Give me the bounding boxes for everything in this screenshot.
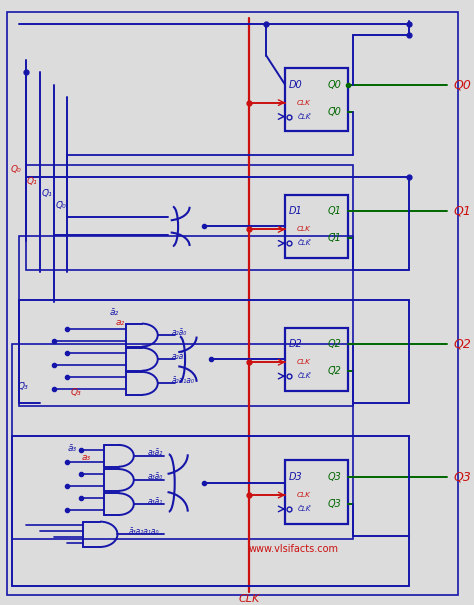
Text: C̄LK̄: C̄LK̄	[298, 373, 311, 379]
Text: D0: D0	[288, 79, 302, 90]
Text: Q̄2: Q̄2	[328, 366, 342, 376]
Text: a₃ā₁: a₃ā₁	[148, 497, 163, 506]
Text: Q̄0: Q̄0	[328, 106, 342, 117]
Text: CLK: CLK	[297, 226, 310, 232]
Text: a₃: a₃	[82, 453, 91, 462]
Bar	[285, 195, 348, 258]
Text: Q̄₁: Q̄₁	[41, 189, 52, 198]
Text: www.vlsifacts.com: www.vlsifacts.com	[248, 544, 338, 554]
Text: a₂: a₂	[116, 318, 125, 327]
Bar	[26, 165, 354, 270]
Text: Q3: Q3	[328, 472, 342, 482]
Text: CLK: CLK	[297, 359, 310, 365]
Text: Q0: Q0	[454, 78, 472, 91]
Text: C̄LK̄: C̄LK̄	[298, 114, 311, 120]
Text: Q̄1: Q̄1	[328, 234, 342, 243]
Text: D2: D2	[288, 339, 302, 349]
Text: Q̄₀: Q̄₀	[56, 201, 66, 210]
Text: a₃ā₀: a₃ā₀	[148, 473, 163, 482]
Text: C̄LK̄: C̄LK̄	[298, 240, 311, 246]
Text: Q1: Q1	[454, 205, 472, 218]
Text: ā₂a₁a₀: ā₂a₁a₀	[172, 376, 194, 385]
Text: Q1: Q1	[328, 206, 342, 217]
Bar	[18, 237, 354, 406]
Text: C̄LK̄: C̄LK̄	[298, 506, 311, 512]
Text: a₂ā₀: a₂ā₀	[172, 327, 187, 336]
Text: Q2: Q2	[454, 338, 472, 351]
Text: Q̄₃: Q̄₃	[17, 382, 28, 391]
Text: Q̄3: Q̄3	[328, 499, 342, 509]
Text: Q0: Q0	[328, 79, 342, 90]
Text: ā₂: ā₂	[109, 308, 118, 317]
Text: Q₃: Q₃	[71, 388, 82, 397]
Text: Q3: Q3	[454, 471, 472, 483]
Text: Q₁: Q₁	[27, 177, 37, 186]
Text: a₃ā₂: a₃ā₂	[148, 448, 163, 457]
Text: ā₃: ā₃	[68, 443, 77, 453]
Bar	[285, 327, 348, 391]
Bar	[12, 344, 354, 539]
Text: ā₃a₂a₁a₀: ā₃a₂a₁a₀	[129, 527, 160, 536]
Text: a₂ā₁: a₂ā₁	[172, 352, 187, 361]
Bar	[285, 68, 348, 131]
Text: CLK: CLK	[297, 100, 310, 106]
Text: CLK: CLK	[238, 594, 260, 604]
Text: D3: D3	[288, 472, 302, 482]
Text: Q2: Q2	[328, 339, 342, 349]
Bar	[285, 460, 348, 524]
Text: Q₀: Q₀	[11, 165, 22, 174]
Text: CLK: CLK	[297, 492, 310, 498]
Text: D1: D1	[288, 206, 302, 217]
